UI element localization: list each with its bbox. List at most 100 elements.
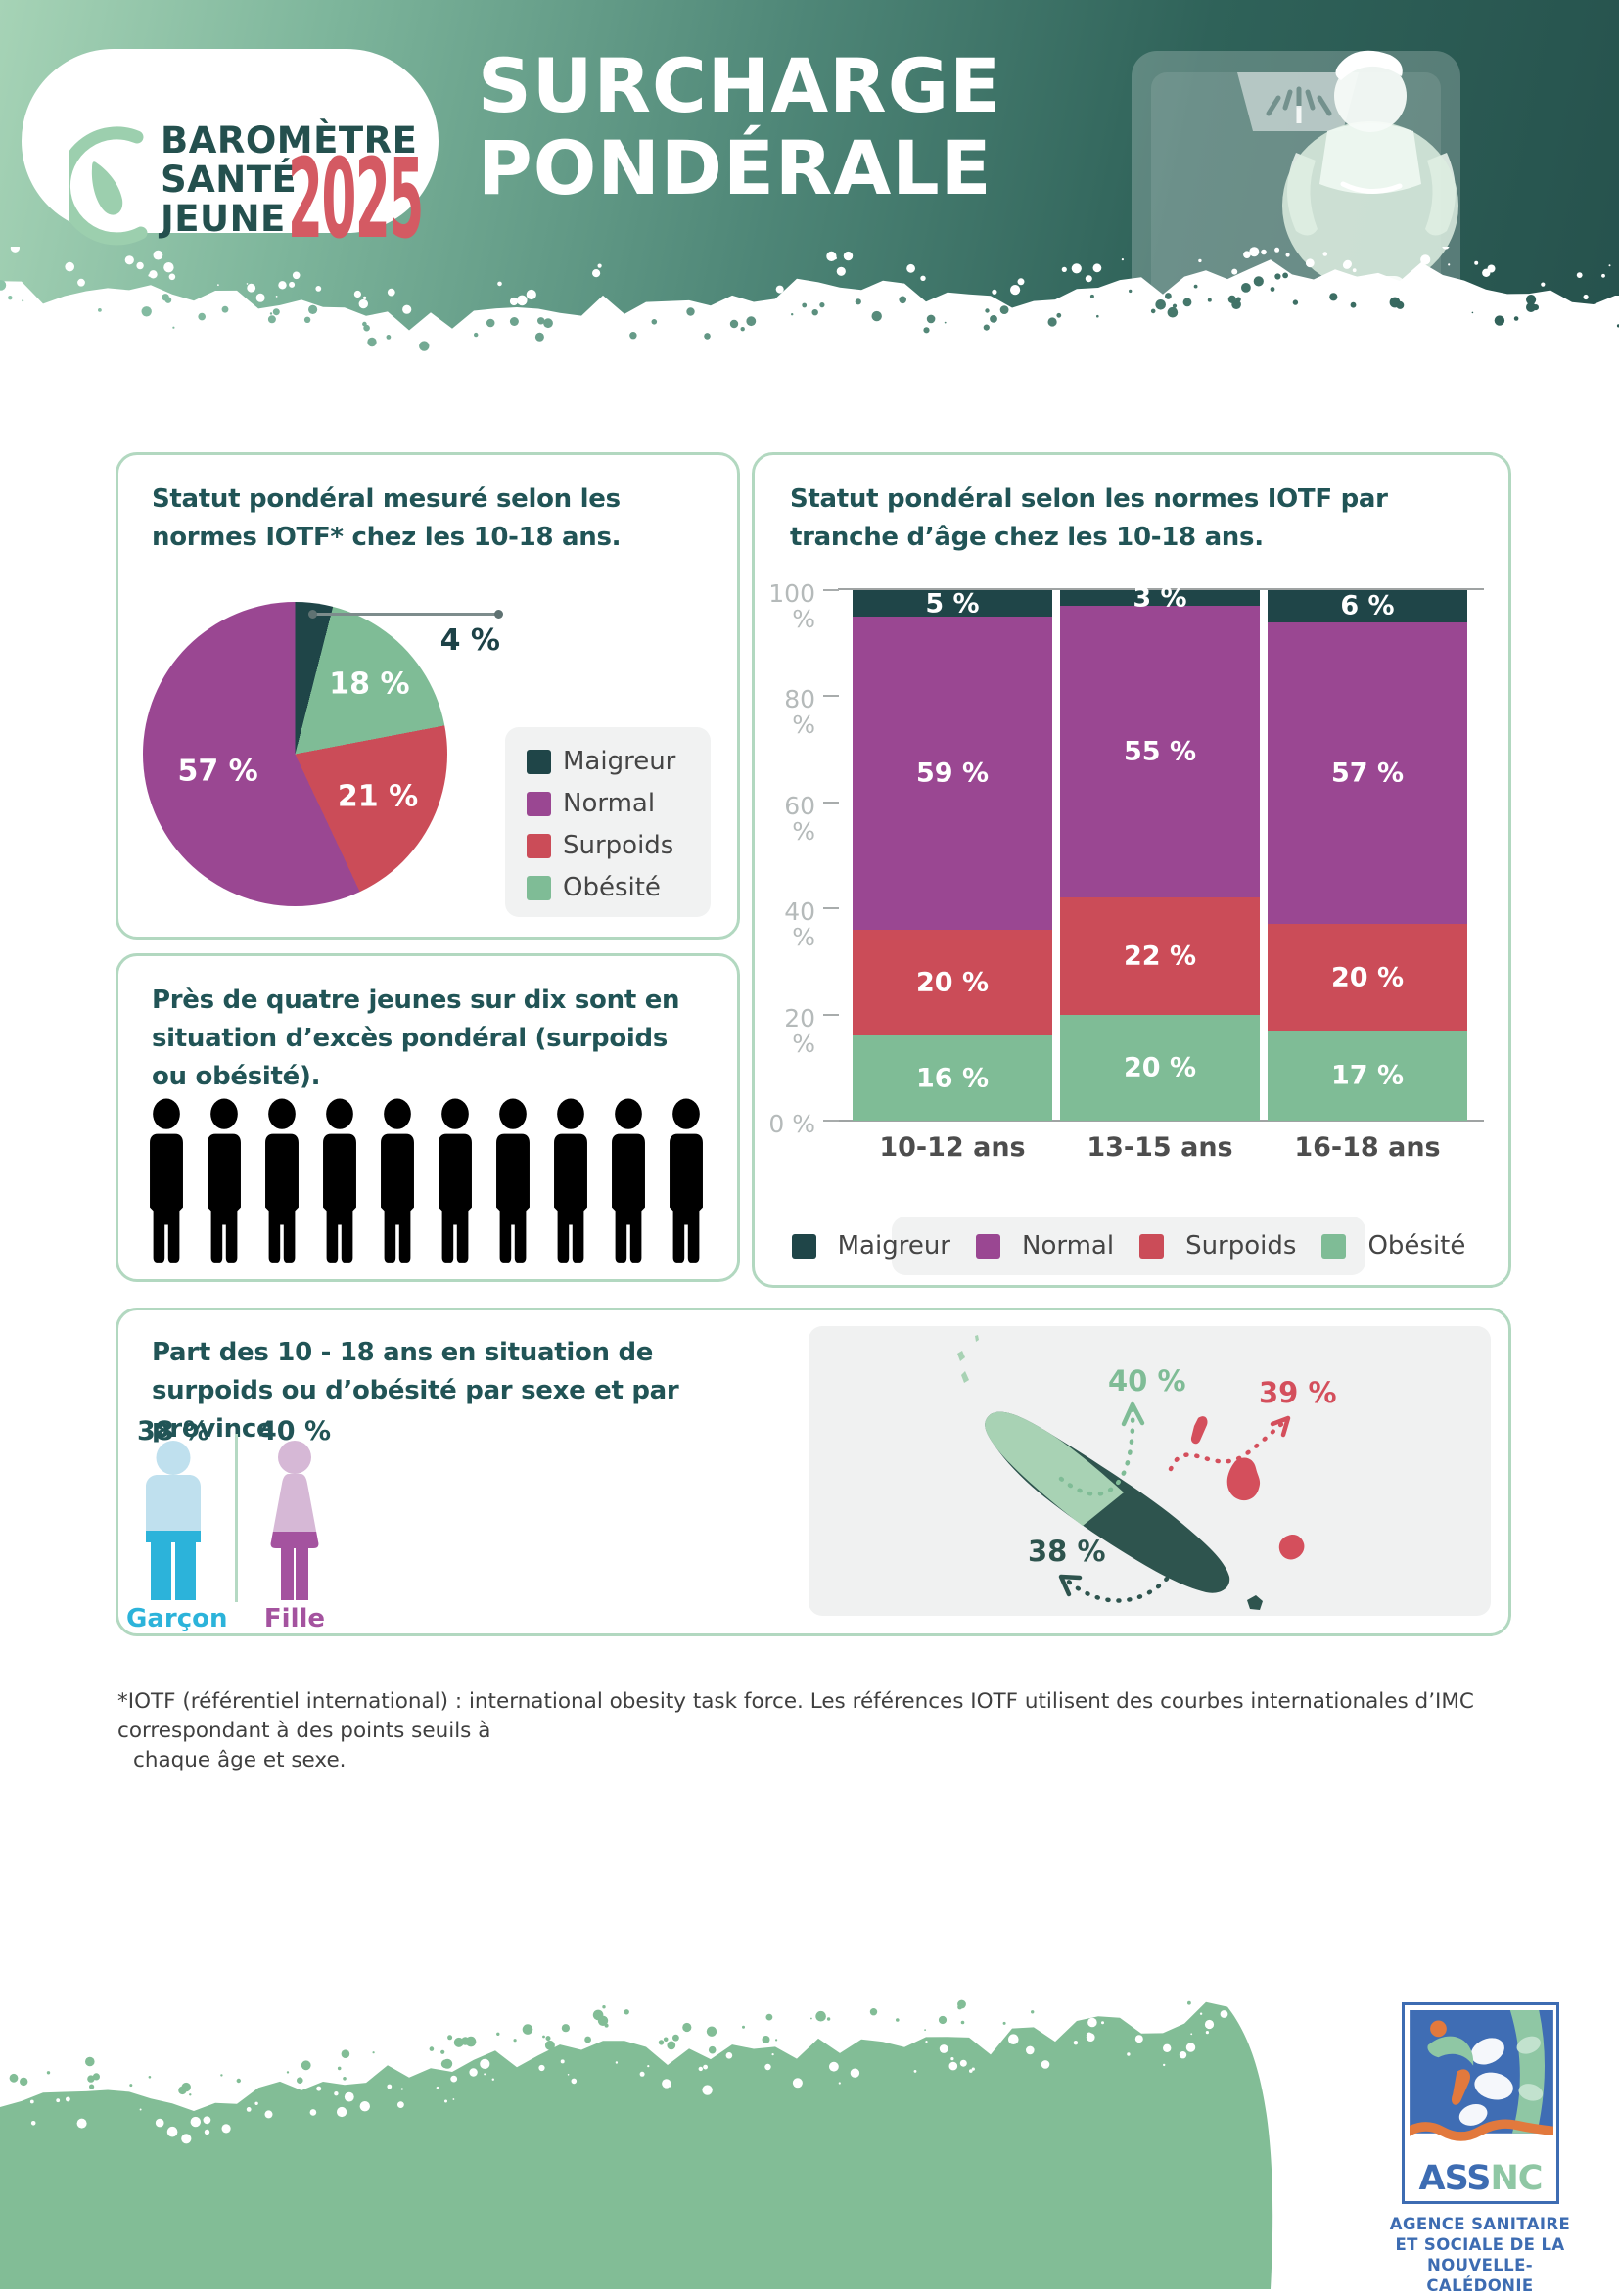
arrow-iles xyxy=(1168,1417,1289,1472)
scale-dial-ticks xyxy=(1266,86,1332,116)
bar-value-label: 5 % xyxy=(925,588,980,620)
pie-chart: 18 % 21 % 57 % xyxy=(143,602,447,906)
map-ile-des-pins xyxy=(1247,1595,1263,1610)
bar-segment-maigreur: 6 % xyxy=(1268,590,1467,622)
legend-label: Obésité xyxy=(1367,1231,1466,1261)
logo-line2: SANTÉ xyxy=(161,159,298,201)
legend-swatch xyxy=(1139,1233,1165,1259)
axis-tick-label: 20 % xyxy=(784,1003,815,1058)
person-icon-filled xyxy=(200,1097,249,1263)
person-icon-outline xyxy=(604,1097,653,1263)
girl-label: Fille xyxy=(263,1604,326,1633)
arrow-iles-head xyxy=(1270,1415,1291,1438)
picto-row xyxy=(142,1097,711,1263)
panel-bars: Statut pondéral selon les normes IOTF pa… xyxy=(752,452,1511,1288)
panel-sex-province: Part des 10 - 18 ans en situation de sur… xyxy=(116,1308,1511,1636)
legend-label: Maigreur xyxy=(837,1231,950,1261)
person-icon-filled xyxy=(315,1097,364,1263)
legend-item-surpoids: Surpoids xyxy=(527,831,711,860)
bar-value-label: 16 % xyxy=(915,1063,990,1094)
legend-item-maigreur: Maigreur xyxy=(527,747,711,776)
assnc-brand-green: NC xyxy=(1490,2159,1543,2198)
sex-divider xyxy=(235,1434,238,1602)
bar-segment-normal: 59 % xyxy=(853,617,1052,930)
bar-column-16-18ans: 17 % 20 % 57 % 6 % xyxy=(1268,590,1467,1121)
axis-tick xyxy=(823,1013,839,1016)
legend-label: Maigreur xyxy=(563,747,676,776)
legend-swatch xyxy=(527,791,551,816)
bar-segment-obésité: 16 % xyxy=(853,1035,1052,1121)
axis-tick-label: 0 % xyxy=(768,1110,815,1138)
logo-line3: JEUNE xyxy=(161,198,286,240)
pie-callout-line xyxy=(312,613,498,616)
boy-label: Garçon xyxy=(126,1604,228,1633)
assnc-brand: ASSNC xyxy=(1410,2159,1551,2198)
person-icon-outline xyxy=(373,1097,422,1263)
legend-label: Obésité xyxy=(563,873,661,902)
arrow-nord-head xyxy=(1121,1401,1145,1427)
barometre-logo: BAROMÈTRE SANTÉ JEUNE 2025 xyxy=(22,49,439,254)
legend-label: Surpoids xyxy=(563,831,674,860)
bar-value-label: 17 % xyxy=(1330,1060,1405,1091)
axis-tick xyxy=(823,1120,839,1122)
panel-pie: Statut pondéral mesuré selon les normes … xyxy=(116,452,740,940)
bar-segment-surpoids: 22 % xyxy=(1060,897,1260,1015)
bar-value-label: 22 % xyxy=(1123,941,1197,972)
bar-segment-obésité: 20 % xyxy=(1060,1014,1260,1121)
assnc-caption: AGENCE SANITAIRE ET SOCIALE DE LA NOUVEL… xyxy=(1382,2214,1578,2296)
pie-legend: Maigreur Normal Surpoids Obésité xyxy=(505,727,711,917)
footer-torn-edge xyxy=(0,1999,1273,2289)
logo-line1: BAROMÈTRE xyxy=(161,119,418,161)
legend-swatch xyxy=(527,749,551,774)
value-province-nord: 40 % xyxy=(1108,1364,1186,1398)
logo-year: 2025 xyxy=(288,136,424,263)
legend-label: Normal xyxy=(1022,1231,1115,1261)
legend-label: Normal xyxy=(563,789,656,818)
person-icon-outline xyxy=(662,1097,711,1263)
bar-value-label: 20 % xyxy=(1123,1052,1197,1083)
bar-segment-maigreur: 3 % xyxy=(1060,583,1260,614)
category-label-10-12ans: 10-12 ans xyxy=(879,1132,1026,1163)
category-label-13-15ans: 13-15 ans xyxy=(1087,1132,1233,1163)
bar-plot: 16 % 20 % 59 % 5 % 20 % 22 % 55 % 3 % 17 % 20 % 57… xyxy=(853,583,1467,1121)
legend-swatch xyxy=(791,1233,816,1259)
legend-item-normal: Normal xyxy=(527,789,711,818)
arrow-sud-head xyxy=(1058,1574,1083,1597)
person-icon-outline xyxy=(488,1097,537,1263)
legend-swatch xyxy=(1321,1233,1347,1259)
bar-segment-obésité: 17 % xyxy=(1268,1030,1467,1121)
assnc-caption-line2: ET SOCIALE DE LA xyxy=(1395,2235,1565,2254)
pie-panel-title: Statut pondéral mesuré selon les normes … xyxy=(152,484,622,552)
map-province-nord xyxy=(985,1411,1124,1526)
footnote-line1: *IOTF (référentiel international) : inte… xyxy=(117,1689,1474,1743)
person-icon-filled xyxy=(257,1097,306,1263)
assnc-brand-blue: ASS xyxy=(1418,2159,1492,2198)
bar-bottom-line xyxy=(838,1120,1484,1122)
axis-tick xyxy=(823,801,839,804)
legend-label: Surpoids xyxy=(1185,1231,1297,1261)
bar-value-label: 20 % xyxy=(1330,962,1405,993)
page-title-line2: PONDÉRALE xyxy=(478,124,993,211)
legend-item-obésité: Obésité xyxy=(1321,1231,1465,1261)
pie-slice-label-normal: 57 % xyxy=(177,754,258,789)
legend-item-normal: Normal xyxy=(976,1231,1114,1261)
pie-slice-label-obésité: 18 % xyxy=(329,666,410,702)
bar-value-label: 59 % xyxy=(915,758,990,789)
assnc-logo: ASSNC xyxy=(1402,2002,1559,2204)
pie-slice-label-surpoids: 21 % xyxy=(337,779,419,814)
bar-top-line xyxy=(838,588,1484,590)
legend-swatch xyxy=(527,875,551,900)
bar-column-10-12ans: 16 % 20 % 59 % 5 % xyxy=(853,588,1052,1121)
girl-icon xyxy=(270,1441,319,1600)
category-label-16-18ans: 16-18 ans xyxy=(1294,1132,1441,1163)
bar-value-label: 20 % xyxy=(915,967,990,998)
page-title: SURCHARGE PONDÉRALE xyxy=(478,45,1001,209)
legend-swatch xyxy=(976,1233,1000,1259)
bar-segment-surpoids: 20 % xyxy=(853,929,1052,1036)
gauge-icon xyxy=(69,126,148,246)
axis-tick xyxy=(823,695,839,698)
pie-callout-dot-end xyxy=(494,610,503,619)
legend-item-obésité: Obésité xyxy=(527,873,711,902)
pie-callout-dot-start xyxy=(308,610,317,619)
map-ouvea xyxy=(1190,1416,1208,1445)
